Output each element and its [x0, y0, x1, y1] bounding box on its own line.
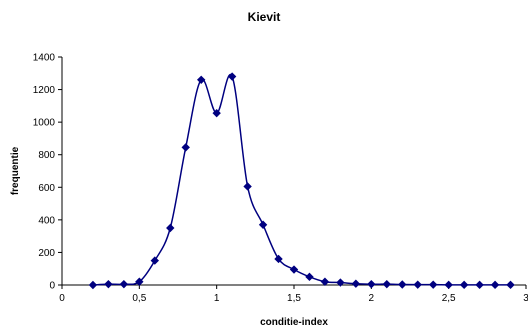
data-point [444, 280, 453, 290]
data-point [258, 220, 268, 229]
data-point [413, 280, 422, 289]
data-point [212, 108, 221, 118]
data-point [150, 256, 159, 265]
x-tick-label: 3 [523, 293, 528, 304]
data-point [289, 265, 299, 274]
y-tick-label: 800 [38, 150, 55, 161]
series-line [92, 73, 511, 286]
data-point [119, 279, 129, 289]
y-tick-label: 1400 [33, 53, 56, 64]
data-point [382, 279, 391, 289]
y-tick-label: 200 [38, 248, 55, 259]
plot-area: 0 0,5 1 1,5 2 2,5 3 0 200 400 600 800 1000 1200 1400 [33, 53, 528, 305]
x-tick-label: 1,5 [287, 293, 301, 304]
x-tick-label: 2 [369, 293, 375, 304]
y-tick-label: 0 [49, 281, 55, 292]
data-point [166, 223, 175, 233]
data-point [506, 280, 515, 290]
y-tick-label: 400 [38, 215, 55, 226]
data-point [104, 279, 113, 289]
x-tick-label: 0,5 [132, 293, 146, 304]
data-point [243, 182, 252, 191]
chart-title: Kievit [248, 10, 281, 24]
data-point [351, 279, 361, 288]
data-point [181, 143, 190, 152]
data-point [227, 72, 237, 81]
x-tick-label: 1 [214, 293, 220, 304]
x-tick-label: 0 [59, 293, 65, 304]
data-point [429, 280, 438, 289]
y-tick-label: 600 [38, 183, 55, 194]
y-axis-label: frequentie [10, 146, 21, 195]
data-point [135, 277, 144, 286]
data-point [367, 279, 376, 289]
data-point [305, 272, 314, 282]
y-axis-ticks: 0 200 400 600 800 1000 1200 1400 [33, 53, 62, 292]
data-point [197, 75, 206, 84]
data-point [398, 280, 407, 289]
data-point [475, 280, 484, 290]
data-point [336, 278, 345, 287]
data-point [88, 280, 98, 290]
data-point [490, 280, 500, 290]
x-tick-label: 2,5 [442, 293, 456, 304]
y-tick-label: 1200 [33, 85, 56, 96]
y-tick-label: 1000 [33, 118, 56, 129]
data-point [274, 254, 283, 264]
data-point [320, 277, 330, 286]
data-point [459, 280, 469, 290]
x-axis-label: conditie-index [260, 317, 328, 328]
series-markers [88, 72, 515, 290]
x-axis-ticks: 0 0,5 1 1,5 2 2,5 3 [59, 285, 528, 304]
